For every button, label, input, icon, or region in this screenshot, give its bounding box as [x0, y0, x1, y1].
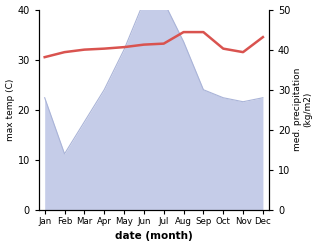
- X-axis label: date (month): date (month): [115, 231, 193, 242]
- Y-axis label: med. precipitation
(kg/m2): med. precipitation (kg/m2): [293, 68, 313, 151]
- Y-axis label: max temp (C): max temp (C): [5, 79, 15, 141]
